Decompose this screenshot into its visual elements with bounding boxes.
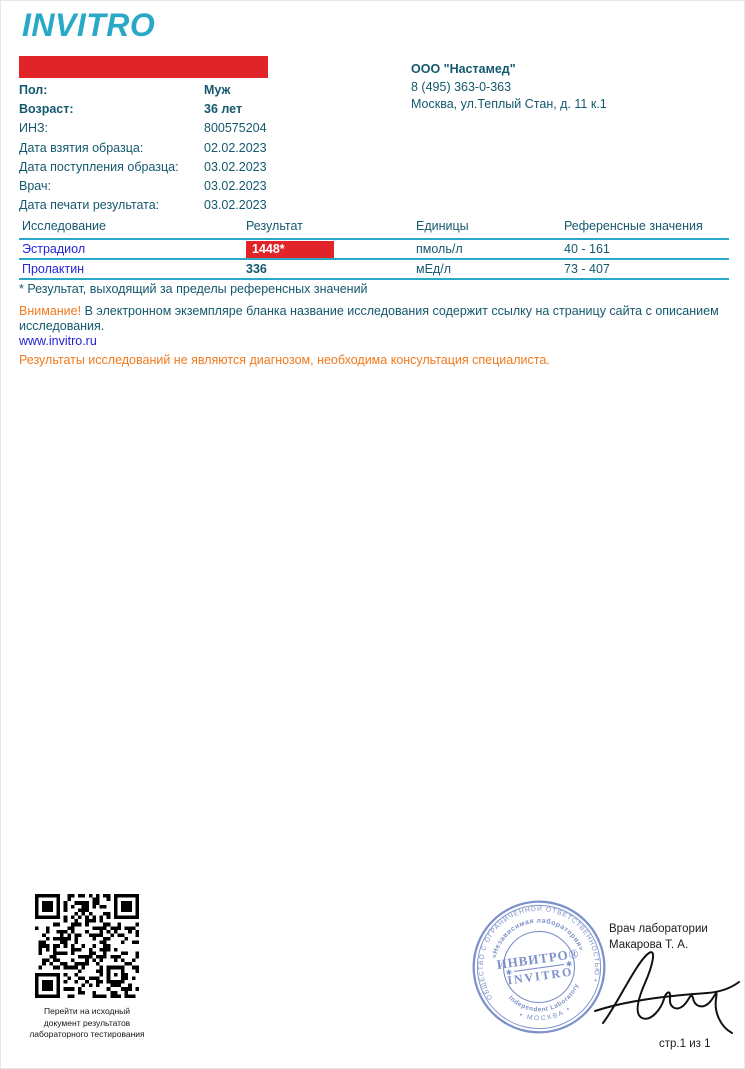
test-name-link[interactable]: Эстрадиол — [22, 242, 86, 256]
field-value: Муж — [204, 83, 231, 97]
field-label: Пол: — [19, 83, 48, 97]
attention-note: Внимание! В электронном экземпляре бланк… — [19, 304, 737, 349]
qr-code[interactable] — [35, 894, 139, 998]
field-value: 03.02.2023 — [204, 159, 267, 174]
svg-text:Independent Laboratory: Independent Laboratory — [506, 981, 584, 1018]
qr-block: Перейти на исходный документ результатов… — [21, 894, 153, 1041]
table-row: Эстрадиол 1448* пмоль/л 40 - 161 — [19, 240, 729, 260]
result-value: 336 — [246, 262, 267, 276]
reference-range: 40 - 161 — [564, 242, 610, 256]
column-header-reference: Референсные значения — [564, 219, 703, 233]
field-value: 03.02.2023 — [204, 179, 267, 194]
attention-label: Внимание! — [19, 304, 82, 318]
clinic-name: ООО "Настамед" — [411, 62, 516, 76]
stamp-inner-bottom-text: Independent Laboratory — [506, 981, 584, 1018]
doctor-signature — [594, 951, 740, 1034]
field-value: 02.02.2023 — [204, 140, 267, 155]
clinic-address: Москва, ул.Теплый Стан, д. 11 к.1 — [411, 97, 607, 111]
field-label: ИНЗ: — [19, 121, 49, 136]
stamp-asterisk-right: ✱ — [565, 959, 572, 969]
units-value: мЕд/л — [416, 262, 451, 276]
website-link[interactable]: www.invitro.ru — [19, 334, 97, 348]
field-label: Дата взятия образца: — [19, 140, 144, 155]
invitro-logo: INVITRO — [22, 7, 156, 43]
column-header-result: Результат — [246, 219, 303, 233]
patient-info-row-age: Возраст: 36 лет — [19, 100, 267, 119]
field-label: Дата поступления образца: — [19, 159, 179, 174]
reference-footnote: * Результат, выходящий за пределы рефере… — [19, 282, 368, 296]
field-label: Дата печати результата: — [19, 198, 160, 213]
patient-info-row-sample-received: Дата поступления образца: 03.02.2023 — [19, 158, 267, 177]
test-name-link[interactable]: Пролактин — [22, 262, 85, 276]
attention-text: В электронном экземпляре бланка название… — [19, 304, 719, 333]
results-table: Исследование Результат Единицы Референсн… — [19, 217, 729, 280]
results-table-header: Исследование Результат Единицы Референсн… — [19, 217, 729, 240]
patient-info-row-doctor: Врач: 03.02.2023 — [19, 177, 267, 196]
field-value: 03.02.2023 — [204, 198, 267, 213]
signatory-name: Макарова Т. А. — [609, 938, 689, 951]
disclaimer-text: Результаты исследований не являются диаг… — [19, 353, 550, 367]
clinic-phone: 8 (495) 363-0-363 — [411, 79, 512, 94]
column-header-test: Исследование — [22, 219, 106, 233]
field-value: 36 лет — [204, 102, 243, 117]
reference-range: 73 - 407 — [564, 262, 610, 276]
field-value: 800575204 — [204, 121, 267, 136]
result-value-flagged: 1448* — [246, 240, 334, 258]
units-value: пмоль/л — [416, 242, 463, 256]
clinic-info: ООО "Настамед" 8 (495) 363-0-363 Москва,… — [411, 61, 607, 114]
signatory-block: Врач лаборатории Макарова Т. А. — [609, 922, 708, 953]
redacted-patient-name-bar — [19, 56, 268, 78]
patient-info-row-sample-taken: Дата взятия образца: 02.02.2023 — [19, 139, 267, 158]
laboratory-stamp: ОБЩЕСТВО С ОГРАНИЧЕННОЙ ОТВЕТСТВЕННОСТЬЮ… — [460, 888, 606, 1034]
table-row: Пролактин 336 мЕд/л 73 - 407 — [19, 260, 729, 280]
qr-caption: Перейти на исходный документ результатов… — [29, 1006, 145, 1039]
patient-info-row-inz: ИНЗ: 800575204 — [19, 119, 267, 138]
patient-info-row-print-date: Дата печати результата: 03.02.2023 — [19, 196, 267, 215]
stamp-asterisk-left: ✱ — [505, 968, 512, 978]
patient-info-row-sex: Пол: Муж — [19, 81, 267, 100]
patient-info: Пол: Муж Возраст: 36 лет ИНЗ: 800575204 … — [19, 81, 267, 215]
signatory-role: Врач лаборатории — [609, 923, 708, 935]
column-header-units: Единицы — [416, 219, 469, 233]
field-label: Врач: — [19, 179, 51, 194]
field-label: Возраст: — [19, 102, 74, 117]
page-number-label: стр.1 из 1 — [659, 1038, 711, 1050]
